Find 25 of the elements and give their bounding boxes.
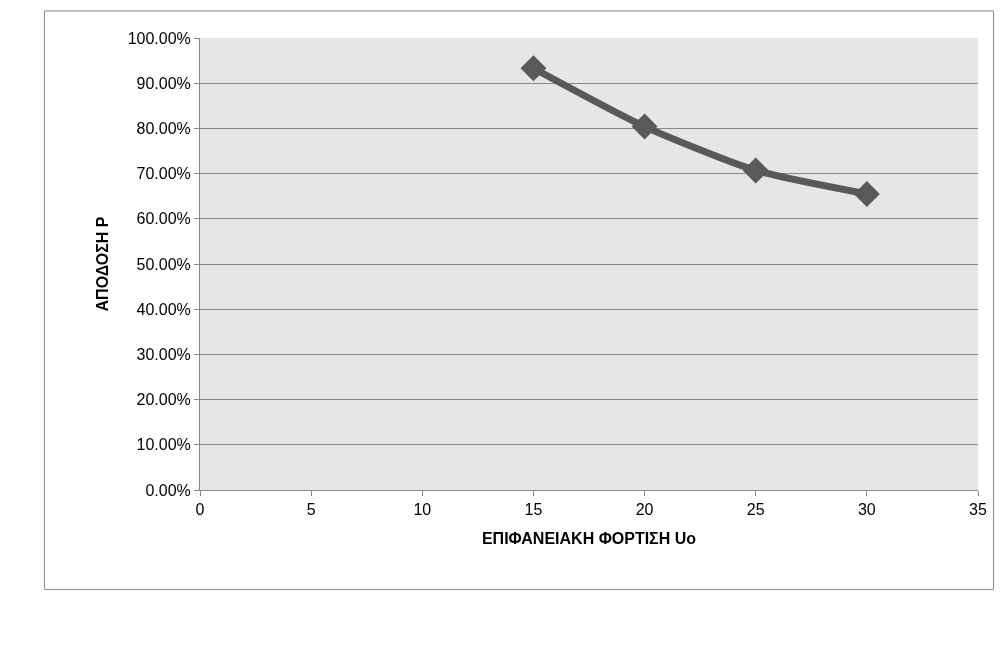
- x-tick-label: 25: [746, 501, 765, 519]
- y-tick-label: 90.00%: [136, 74, 191, 92]
- y-tick-label: 50.00%: [136, 255, 191, 273]
- y-tick-label: 100.00%: [127, 29, 191, 47]
- y-tick-label: 30.00%: [136, 346, 191, 363]
- x-tick-label: 5: [306, 501, 316, 519]
- y-tick-label: 60.00%: [136, 210, 191, 228]
- y-tick-label: 0.00%: [145, 481, 191, 499]
- x-tick-label: 30: [857, 501, 876, 519]
- x-tick-label: 35: [969, 501, 987, 519]
- point: [853, 180, 880, 207]
- y-tick-label: 40.00%: [136, 300, 191, 318]
- point: [631, 113, 658, 140]
- x-axis-title: ΕΠΙΦΑΝΕΙΑΚΗ ΦΟΡΤΙΣΗ Uo: [481, 529, 697, 547]
- point: [742, 157, 769, 184]
- x-tick-label: 20: [635, 501, 654, 519]
- x-tick-label: 10: [413, 501, 432, 519]
- y-tick-label: 80.00%: [136, 120, 191, 137]
- y-tick-label: 70.00%: [136, 165, 191, 183]
- x-tick-label: 15: [524, 501, 543, 519]
- y-axis-title: ΑΠΟΔΟΣΗ Ρ: [93, 216, 111, 312]
- x-tick-label: 0: [195, 501, 205, 519]
- y-tick-label: 10.00%: [136, 436, 191, 454]
- y-tick-label: 20.00%: [136, 391, 191, 409]
- point: [520, 55, 547, 82]
